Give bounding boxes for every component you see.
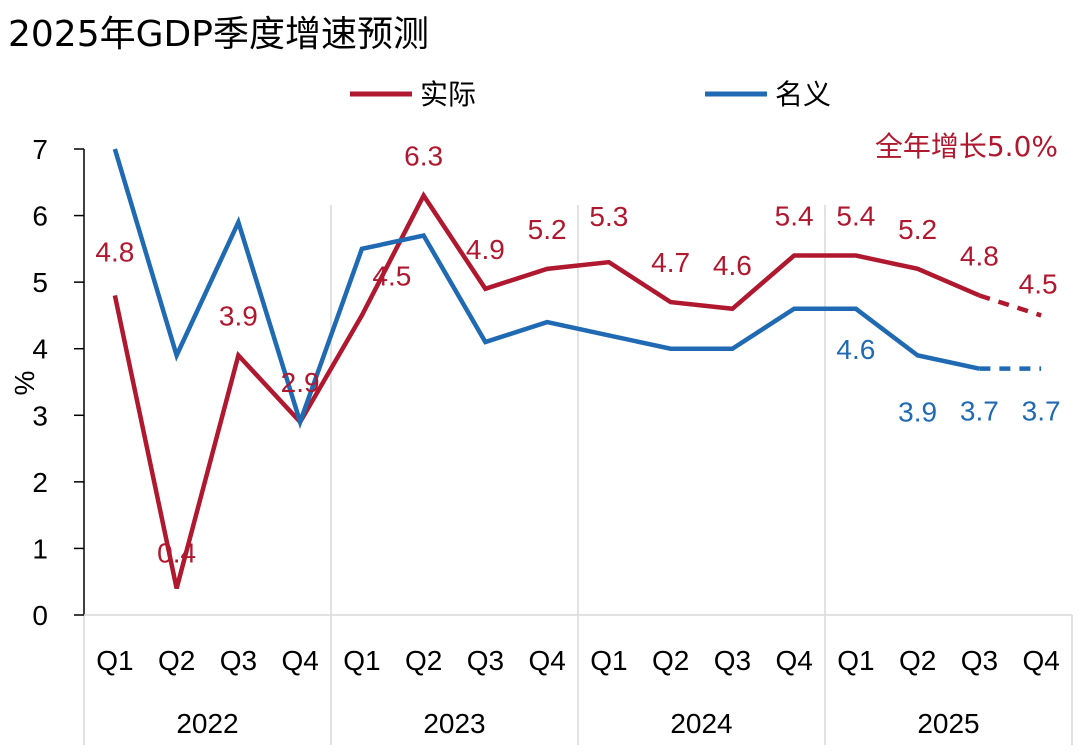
y-tick-label: 1 — [32, 533, 48, 564]
data-label-real: 4.6 — [713, 250, 752, 281]
axes — [74, 148, 1072, 616]
data-label-real: 2.9 — [281, 367, 320, 398]
data-label-real: 4.5 — [372, 260, 411, 291]
y-tick-label: 4 — [32, 334, 48, 365]
data-label-nominal: 3.7 — [960, 396, 999, 427]
data-label-real: 0.4 — [157, 537, 196, 568]
y-tick-label: 2 — [32, 467, 48, 498]
legend-label-real: 实际 — [420, 78, 476, 111]
data-label-real: 6.3 — [404, 141, 443, 172]
y-tick-label: 6 — [32, 201, 48, 232]
year-label: 2024 — [670, 708, 732, 739]
data-label-real: 4.5 — [1019, 268, 1058, 299]
x-tick-label: Q1 — [590, 645, 627, 676]
series-line-real — [112, 191, 981, 589]
data-label-real: 4.9 — [466, 234, 505, 265]
year-label: 2022 — [176, 708, 238, 739]
x-tick-label: Q1 — [837, 645, 874, 676]
y-tick-label: 7 — [32, 134, 48, 165]
series-lines — [112, 148, 1042, 589]
annual-growth-annotation: 全年增长5.0% — [875, 130, 1058, 163]
data-label-real: 3.9 — [219, 300, 258, 331]
x-tick-label: Q4 — [281, 645, 318, 676]
x-tick-label: Q2 — [405, 645, 442, 676]
x-tick-label: Q2 — [158, 645, 195, 676]
data-label-nominal: 3.7 — [1022, 396, 1061, 427]
y-tick-label: 3 — [32, 400, 48, 431]
x-tick-label: Q3 — [714, 645, 751, 676]
x-tick-label: Q3 — [961, 645, 998, 676]
data-label-real: 5.3 — [589, 201, 628, 232]
x-tick-label: Q2 — [652, 645, 689, 676]
data-label-real: 4.8 — [960, 240, 999, 271]
data-label-real: 5.4 — [836, 201, 875, 232]
x-tick-label: Q3 — [467, 645, 504, 676]
x-tick-label: Q4 — [528, 645, 565, 676]
x-tick-label: Q4 — [1022, 645, 1059, 676]
year-labels: 2022 2023 2024 2025 — [176, 708, 979, 739]
x-tick-label: Q1 — [96, 645, 133, 676]
data-label-real: 5.2 — [898, 214, 937, 245]
data-label-real: 5.2 — [528, 214, 567, 245]
series-line-nominal — [112, 148, 980, 430]
y-tick-label: 5 — [32, 267, 48, 298]
data-label-nominal: 3.9 — [898, 396, 937, 427]
year-label: 2023 — [423, 708, 485, 739]
year-label: 2025 — [917, 708, 979, 739]
legend: 实际 名义 — [350, 78, 831, 111]
x-tick-label: Q2 — [899, 645, 936, 676]
y-axis-label: % — [9, 371, 40, 396]
x-tick-label: Q1 — [343, 645, 380, 676]
y-tick-label: 0 — [32, 600, 48, 631]
data-labels: 4.8 0.4 3.9 2.9 4.5 6.3 4.9 5.2 5.3 4.7 4.6 5.4 5.4 5… — [95, 141, 1060, 569]
data-label-real: 4.8 — [95, 236, 134, 267]
year-gridlines — [83, 205, 1073, 745]
chart-title: 2025年GDP季度增速预测 — [8, 14, 429, 55]
data-label-nominal: 4.6 — [836, 334, 875, 365]
series-forecast-real — [978, 293, 1042, 318]
y-tick-labels: 0 1 2 3 4 5 6 7 — [32, 134, 48, 631]
data-label-real: 4.7 — [651, 247, 690, 278]
data-label-real: 5.4 — [775, 201, 814, 232]
x-tick-label: Q3 — [220, 645, 257, 676]
x-tick-label: Q4 — [775, 645, 812, 676]
x-tick-labels: Q1 Q2 Q3 Q4 Q1 Q2 Q3 Q4 Q1 Q2 Q3 Q4 Q1 Q2 Q3 Q4 — [96, 645, 1060, 676]
legend-label-nominal: 名义 — [775, 78, 831, 111]
